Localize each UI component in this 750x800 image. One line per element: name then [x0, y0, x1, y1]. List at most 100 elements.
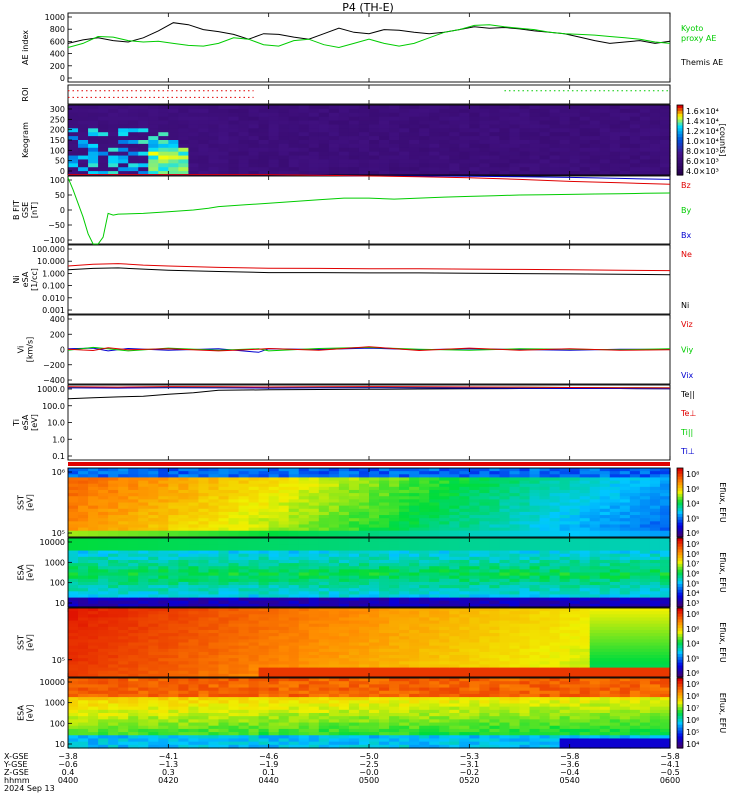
- spectrogram-cell: [138, 611, 149, 615]
- spectrogram-cell: [459, 143, 470, 149]
- spectrogram-cell: [318, 556, 330, 561]
- spectrogram-cell: [529, 547, 541, 552]
- spectrogram-cell: [449, 521, 460, 526]
- spectrogram-cell: [429, 626, 440, 631]
- spectrogram-cell: [208, 569, 220, 574]
- spectrogram-cell: [579, 502, 591, 507]
- spectrogram-cell: [128, 673, 139, 678]
- spectrogram-cell: [178, 670, 189, 675]
- spectrogram-cell: [509, 132, 521, 137]
- spectrogram-cell: [138, 661, 149, 666]
- spectrogram-cell: [599, 477, 611, 482]
- spectrogram-cell: [579, 550, 591, 555]
- spectrogram-cell: [358, 550, 370, 555]
- spectrogram-cell: [108, 171, 119, 176]
- spectrogram-cell: [399, 502, 410, 507]
- spectrogram-cell: [198, 591, 210, 596]
- spectrogram-cell: [308, 140, 320, 145]
- spectrogram-cell: [619, 600, 631, 605]
- spectrogram-cell: [399, 611, 410, 615]
- spectrogram-cell: [369, 588, 380, 592]
- spectrogram-cell: [88, 477, 99, 482]
- spectrogram-cell: [429, 493, 440, 497]
- spectrogram-cell: [529, 477, 541, 482]
- spectrogram-cell: [298, 556, 310, 561]
- spectrogram-cell: [338, 140, 350, 145]
- spectrogram-cell: [399, 655, 410, 659]
- spectrogram-cell: [138, 499, 149, 504]
- spectrogram-cell: [258, 581, 270, 586]
- y-tick-label: 0.001: [42, 306, 65, 315]
- spectrogram-cell: [98, 477, 109, 482]
- spectrogram-cell: [659, 489, 671, 494]
- spectrogram-cell: [198, 518, 210, 522]
- spectrogram-cell: [389, 608, 400, 612]
- spectrogram-cell: [519, 486, 531, 491]
- spectrogram-cell: [348, 614, 360, 619]
- spectrogram-cell: [479, 575, 490, 580]
- spectrogram-cell: [529, 486, 541, 491]
- y-tick-label: 200: [50, 62, 65, 71]
- spectrogram-cell: [559, 600, 571, 605]
- spectrogram-cell: [308, 132, 320, 137]
- spectrogram-cell: [328, 544, 340, 549]
- spectrogram-cell: [358, 578, 370, 583]
- spectrogram-cell: [479, 508, 490, 513]
- spectrogram-cell: [138, 518, 149, 522]
- spectrogram-cell: [589, 105, 601, 110]
- spectrogram-cell: [469, 611, 480, 615]
- spectrogram-cell: [68, 468, 79, 472]
- spectrogram-cell: [419, 603, 430, 608]
- spectrogram-cell: [258, 667, 270, 672]
- spectrogram-cell: [469, 112, 480, 118]
- spectrogram-cell: [198, 648, 210, 653]
- spectrogram-cell: [98, 547, 109, 552]
- spectrogram-cell: [429, 633, 440, 637]
- spectrogram-cell: [98, 608, 109, 612]
- spectrogram-cell: [298, 651, 310, 656]
- spectrogram-cell: [449, 515, 460, 519]
- spectrogram-cell: [399, 553, 410, 558]
- spectrogram-cell: [489, 521, 501, 526]
- spectrogram-cell: [68, 124, 79, 129]
- colorbar-swatch: [677, 493, 683, 498]
- spectrogram-cell: [379, 648, 390, 653]
- spectrogram-cell: [429, 578, 440, 583]
- spectrogram-cell: [409, 108, 420, 114]
- spectrogram-cell: [158, 171, 169, 176]
- spectrogram-cell: [198, 477, 210, 482]
- spectrogram-cell: [569, 499, 581, 504]
- spectrogram-cell: [228, 108, 240, 114]
- spectrogram-cell: [348, 508, 360, 513]
- spectrogram-cell: [68, 617, 79, 622]
- spectrogram-cell: [439, 597, 450, 602]
- spectrogram-cell: [579, 541, 591, 545]
- spectrogram-cell: [659, 105, 671, 110]
- spectrogram-cell: [469, 489, 480, 494]
- spectrogram-cell: [88, 541, 99, 545]
- spectrogram-cell: [379, 108, 390, 114]
- spectrogram-cell: [78, 550, 89, 555]
- spectrogram-cell: [609, 108, 621, 114]
- spectrogram-cell: [499, 112, 511, 118]
- spectrogram-cell: [409, 167, 420, 172]
- spectrogram-cell: [429, 597, 440, 602]
- spectrogram-cell: [519, 581, 531, 586]
- spectrogram-cell: [559, 483, 571, 488]
- series-line-viz: [67, 346, 671, 352]
- spectrogram-cell: [459, 581, 470, 586]
- spectrogram-cell: [158, 658, 169, 662]
- spectrogram-cell: [529, 136, 541, 141]
- spectrogram-cell: [629, 480, 641, 485]
- spectrogram-cell: [138, 511, 149, 516]
- spectrogram-cell: [439, 541, 450, 545]
- spectrogram-cell: [288, 597, 300, 602]
- spectrogram-cell: [348, 585, 360, 589]
- spectrogram-cell: [308, 116, 320, 122]
- spectrogram-cell: [328, 112, 340, 118]
- spectrogram-cell: [298, 633, 310, 637]
- spectrogram-cell: [178, 496, 189, 500]
- spectrogram-cell: [198, 140, 210, 145]
- spectrogram-cell: [118, 617, 129, 622]
- spectrogram-cell: [589, 572, 601, 577]
